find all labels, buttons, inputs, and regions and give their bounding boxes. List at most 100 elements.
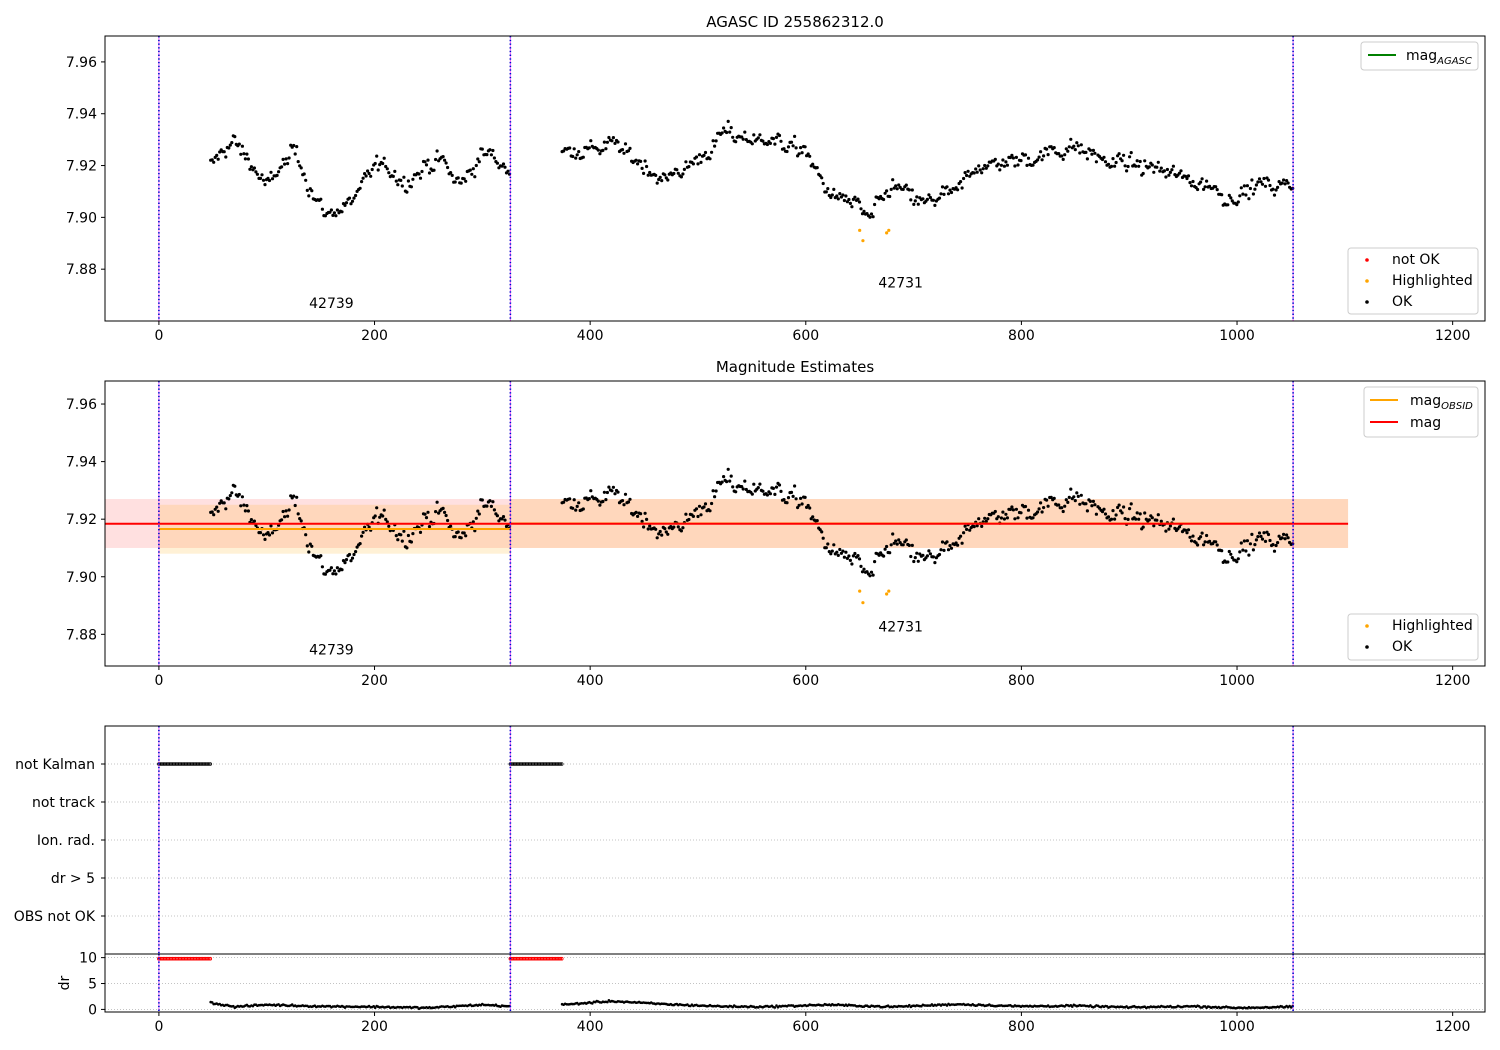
ok-point	[960, 186, 964, 190]
ok-point	[789, 490, 794, 494]
ok-point	[636, 162, 640, 166]
ok-point	[895, 187, 899, 191]
ok-point	[435, 149, 439, 153]
ok-point	[1075, 141, 1079, 145]
ok-point	[1052, 496, 1056, 500]
ok-point	[794, 497, 798, 501]
ok-point	[691, 162, 696, 166]
ok-point	[323, 214, 327, 218]
ok-point	[358, 186, 362, 190]
panel2-title: Magnitude Estimates	[716, 358, 874, 376]
ok-point	[258, 176, 263, 180]
ok-point	[699, 513, 703, 517]
highlighted-point	[858, 589, 862, 593]
ok-point	[387, 171, 391, 175]
ok-point	[1152, 524, 1156, 528]
ok-point	[960, 541, 964, 545]
ok-point	[1061, 509, 1065, 514]
ok-point	[731, 135, 735, 139]
ok-point	[726, 119, 730, 123]
ok-point	[381, 161, 385, 166]
ok-point	[857, 200, 862, 204]
ok-point	[1076, 494, 1080, 498]
ok-point	[299, 519, 303, 523]
ok-point	[623, 142, 628, 146]
ok-point	[296, 160, 300, 164]
flag-point	[559, 762, 564, 766]
ok-point	[1102, 507, 1106, 511]
ok-point	[634, 510, 638, 514]
ok-point	[1277, 180, 1281, 184]
ok-point	[277, 170, 281, 174]
ok-point	[248, 167, 252, 171]
ok-point	[1141, 171, 1145, 176]
ok-point	[965, 527, 969, 532]
panel4-ylabel: dr	[57, 975, 73, 990]
ok-point	[237, 492, 241, 497]
ok-point	[286, 514, 290, 518]
ok-point	[1079, 493, 1083, 497]
ok-point	[1199, 180, 1203, 184]
ok-point	[249, 165, 253, 169]
y-tick-label: 0	[88, 1002, 97, 1018]
ok-point	[1257, 531, 1262, 535]
ok-point	[610, 489, 614, 493]
dr-capped-point	[558, 956, 563, 961]
ok-point	[284, 157, 288, 161]
ok-point	[728, 130, 732, 134]
ok-point	[476, 509, 480, 513]
ok-point	[808, 154, 812, 158]
ok-point	[1171, 517, 1175, 521]
ok-point	[679, 175, 684, 179]
ok-point	[400, 184, 404, 188]
ok-point	[1094, 512, 1098, 516]
ok-point	[848, 201, 853, 205]
ok-point	[402, 529, 406, 533]
ok-point	[1247, 553, 1251, 557]
ok-point	[835, 194, 839, 198]
ok-point	[1120, 511, 1124, 515]
ok-point	[224, 507, 228, 511]
ok-point	[284, 509, 288, 513]
ok-point	[1215, 188, 1219, 192]
ok-point	[1205, 179, 1209, 183]
ok-point	[1084, 150, 1088, 154]
ok-point	[240, 495, 244, 499]
ok-point	[335, 208, 339, 212]
ok-point	[909, 198, 913, 202]
ok-point	[1045, 498, 1049, 502]
legend-highlighted-label: Highlighted	[1392, 273, 1473, 289]
ok-point	[713, 495, 717, 499]
ok-point	[836, 197, 840, 201]
ok-point	[1134, 164, 1138, 168]
ok-point	[310, 189, 314, 193]
ok-point	[215, 505, 219, 509]
ok-point	[830, 549, 834, 553]
dr-point	[908, 1003, 911, 1007]
ok-point	[815, 519, 819, 523]
ok-point	[1276, 541, 1280, 545]
ok-point	[1135, 511, 1139, 515]
ok-point	[343, 561, 347, 565]
ok-point	[720, 480, 724, 484]
ok-point	[1143, 159, 1147, 163]
ok-point	[441, 506, 445, 510]
ok-point	[1031, 163, 1035, 167]
ok-point	[777, 483, 782, 487]
ok-point	[1090, 152, 1094, 156]
ok-point	[658, 175, 662, 179]
ok-point	[292, 143, 296, 148]
ok-point	[471, 167, 475, 171]
ok-point	[658, 529, 662, 534]
ok-point	[1026, 156, 1031, 160]
ok-point	[901, 187, 905, 191]
ok-point	[1004, 512, 1008, 516]
dr-point	[210, 1001, 214, 1004]
ok-point	[942, 548, 946, 553]
ok-point	[295, 495, 299, 499]
ok-point	[456, 176, 460, 180]
ok-point	[1202, 543, 1206, 547]
highlighted-point	[885, 231, 889, 235]
ok-point	[1226, 203, 1230, 207]
ok-point	[1158, 169, 1162, 173]
